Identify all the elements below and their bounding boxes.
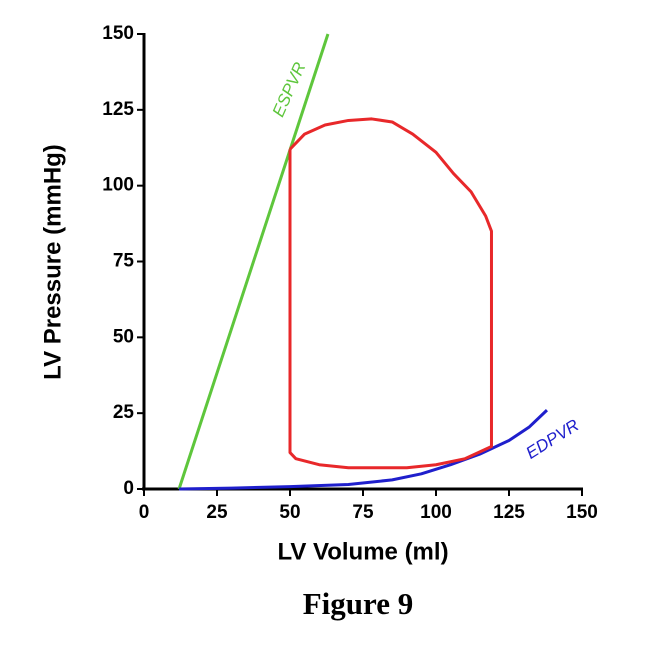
series-line — [179, 409, 548, 491]
series-line — [288, 117, 493, 470]
y-tick-label: 125 — [102, 99, 134, 120]
y-tick-label: 100 — [102, 175, 134, 196]
x-tick-label: 100 — [420, 502, 452, 523]
series-annotation: EDPVR — [523, 416, 583, 463]
x-tick-label: 125 — [493, 502, 525, 523]
x-tick-label: 0 — [139, 502, 150, 523]
x-axis-title: LV Volume (ml) — [277, 538, 448, 565]
x-tick-label: 25 — [206, 502, 228, 523]
y-tick-label: 150 — [102, 23, 134, 44]
x-tick-label: 75 — [352, 502, 374, 523]
series-line — [177, 33, 330, 490]
x-tick-label: 150 — [566, 502, 598, 523]
figure-caption: Figure 9 — [303, 586, 414, 621]
x-tick-label: 50 — [279, 502, 300, 523]
y-tick-label: 75 — [113, 251, 135, 272]
y-tick-label: 25 — [113, 402, 135, 423]
y-tick-label: 0 — [123, 478, 134, 499]
y-axis-title: LV Pressure (mmHg) — [39, 144, 66, 380]
y-tick-label: 50 — [113, 326, 134, 347]
